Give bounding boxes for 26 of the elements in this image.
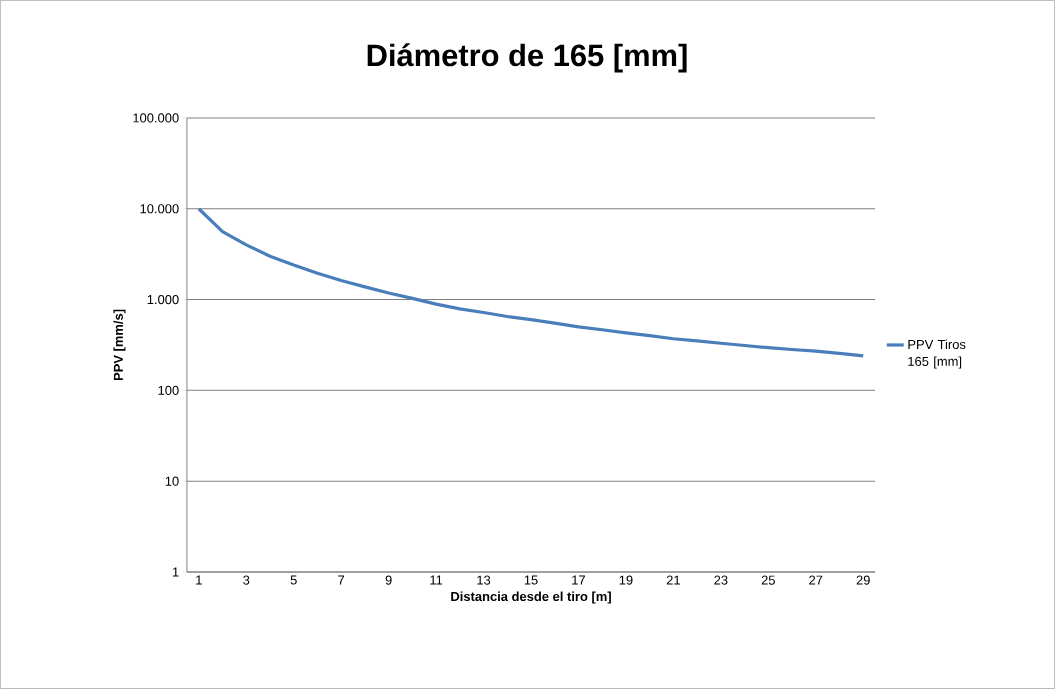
x-tick-label: 5 bbox=[290, 575, 297, 585]
x-axis-title: Distancia desde el tiro [m] bbox=[451, 591, 611, 604]
y-tick-label: 10.000 bbox=[140, 204, 179, 214]
y-tick-label: 1 bbox=[172, 567, 179, 577]
x-tick-label: 1 bbox=[196, 575, 202, 585]
x-tick-label: 29 bbox=[856, 575, 870, 585]
y-tick-label: 100 bbox=[158, 385, 179, 395]
y-tick-label: 10 bbox=[165, 476, 179, 486]
legend-label: PPV Tiros 165 [mm] bbox=[908, 339, 966, 369]
y-tick-label: 100.000 bbox=[133, 113, 179, 123]
x-tick-label: 27 bbox=[809, 575, 823, 585]
x-tick-label: 19 bbox=[619, 575, 633, 585]
x-tick-label: 23 bbox=[714, 575, 728, 585]
x-tick-label: 9 bbox=[385, 575, 392, 585]
x-tick-label: 3 bbox=[243, 575, 250, 585]
x-tick-label: 21 bbox=[666, 575, 680, 585]
x-tick-label: 17 bbox=[572, 575, 586, 585]
chart-title: Diámetro de 165 [mm] bbox=[367, 43, 687, 73]
x-tick-label: 25 bbox=[761, 575, 775, 585]
x-tick-label: 11 bbox=[430, 575, 443, 585]
x-tick-label: 13 bbox=[477, 575, 491, 585]
y-tick-label: 1.000 bbox=[147, 294, 179, 305]
x-tick-label: 15 bbox=[524, 575, 538, 585]
y-axis-title: PPV [mm/s] bbox=[113, 309, 126, 381]
line-series bbox=[197, 207, 865, 358]
x-tick-label: 7 bbox=[338, 575, 345, 585]
